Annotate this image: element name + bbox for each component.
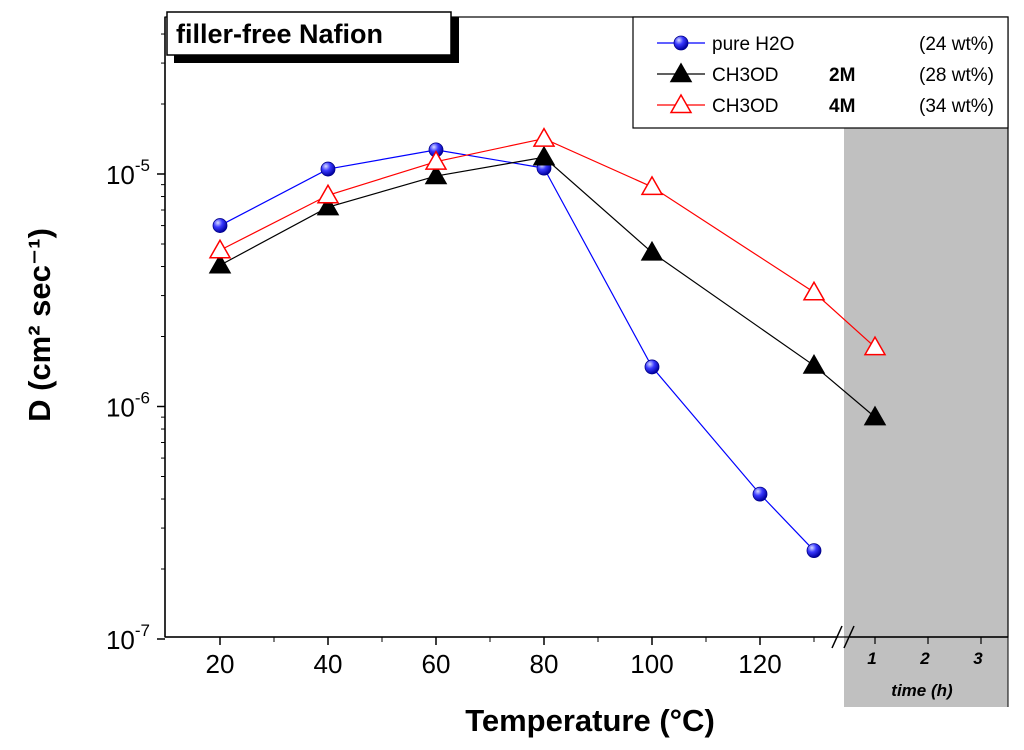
y-axis-ticks: 10-5 10-6 10-7 (106, 33, 165, 655)
x-axis-ticks: 20 40 60 80 100 120 (206, 637, 815, 679)
series-layer (208, 127, 887, 559)
data-point (802, 280, 826, 301)
time-tick-label: 2 (919, 649, 930, 668)
legend-series-name: pure H2O (712, 34, 794, 55)
legend-entry: CH3OD 2M (28 wt%) (657, 62, 994, 86)
time-tick-label: 1 (867, 649, 876, 668)
chart-title-box: filler-free Nafion (166, 11, 459, 63)
data-point (316, 183, 340, 204)
data-point (532, 145, 556, 166)
y-tick-label: 10-7 (106, 621, 150, 655)
y-tick-label: 10-5 (106, 156, 150, 190)
legend: pure H2O (24 wt%) CH3OD 2M (28 wt%) CH3OD 4M (3… (632, 16, 1009, 129)
y-tick-label: 10-6 (106, 389, 150, 423)
data-point (320, 161, 336, 177)
legend-entry: pure H2O (24 wt%) (657, 34, 994, 55)
time-axis-ticks: 1 2 3 (867, 637, 983, 668)
data-point (212, 218, 228, 233)
series-2 (208, 145, 887, 426)
axis-break-icon (831, 625, 855, 649)
series-1 (212, 142, 822, 559)
data-point (806, 543, 822, 559)
data-point (208, 238, 232, 259)
data-point (316, 195, 340, 216)
legend-wt-note: (24 wt%) (919, 34, 994, 55)
legend-wt-note: (28 wt%) (919, 65, 994, 86)
x-tick-label: 120 (738, 649, 781, 679)
data-point (863, 405, 887, 426)
data-point (424, 164, 448, 185)
legend-entry: CH3OD 4M (34 wt%) (657, 93, 994, 117)
data-point (532, 127, 556, 147)
data-point (208, 253, 232, 274)
time-tick-label: 3 (973, 649, 983, 668)
legend-marker (673, 35, 689, 51)
x-tick-label: 40 (314, 649, 343, 679)
data-point (863, 335, 887, 356)
data-point (640, 175, 664, 196)
time-region-shading (844, 17, 1008, 707)
data-point (644, 359, 660, 375)
series-line (219, 156, 876, 418)
legend-series-name: CH3OD (712, 65, 779, 86)
legend-concentration: 2M (829, 65, 855, 86)
data-point (752, 486, 768, 502)
series-line (219, 149, 815, 552)
x-tick-label: 100 (630, 649, 673, 679)
legend-marker (669, 62, 693, 83)
data-point (640, 240, 664, 261)
legend-marker (669, 93, 693, 114)
legend-concentration: 4M (829, 96, 855, 117)
data-point (802, 354, 826, 374)
x-tick-label: 60 (422, 649, 451, 679)
legend-wt-note: (34 wt%) (919, 96, 994, 117)
data-point (424, 150, 448, 170)
x-tick-label: 20 (206, 649, 235, 679)
x-tick-label: 80 (530, 649, 559, 679)
x-axis-title: Temperature (°C) (465, 703, 715, 738)
legend-series-name: CH3OD (712, 96, 779, 117)
y-axis-title: D (cm² sec⁻¹) (22, 228, 57, 422)
chart-title: filler-free Nafion (176, 19, 383, 49)
time-axis-label: time (h) (891, 681, 953, 700)
series-3 (208, 127, 887, 356)
